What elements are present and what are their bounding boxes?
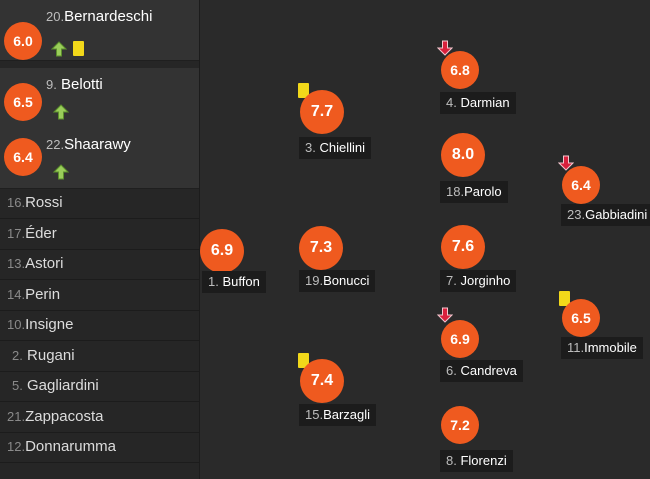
bench-player[interactable]: 12.Donnarumma <box>0 432 199 463</box>
bench-player[interactable]: 17.Éder <box>0 219 199 250</box>
bench-player[interactable]: 10.Insigne <box>0 310 199 341</box>
player-label: 19.Bonucci <box>299 270 376 292</box>
player-name: 9. Belotti <box>46 76 103 93</box>
rating-badge: 6.4 <box>4 138 42 176</box>
player-label: 3. Chiellini <box>299 137 371 159</box>
rating-badge: 7.2 <box>441 406 479 444</box>
sub-out-arrow-icon <box>437 40 453 56</box>
rating-badge: 8.0 <box>441 133 485 177</box>
rating-badge: 6.8 <box>441 51 479 89</box>
sub-out-arrow-icon <box>437 307 453 323</box>
yellow-card-icon <box>298 353 309 368</box>
rating-badge: 6.5 <box>4 83 42 121</box>
player-label: 18.Parolo <box>440 181 508 203</box>
rating-badge: 7.4 <box>300 359 344 403</box>
yellow-card-icon <box>298 83 309 98</box>
rating-badge: 6.4 <box>562 166 600 204</box>
player-label: 11.Immobile <box>561 337 643 359</box>
sub-out-arrow-icon <box>558 155 574 171</box>
bench-player[interactable]: 21.Zappacosta <box>0 402 199 433</box>
bench-player[interactable]: 13.Astori <box>0 249 199 280</box>
player-label: 8. Florenzi <box>440 450 513 472</box>
bench-player[interactable]: 2. Rugani <box>0 341 199 372</box>
substitute-row[interactable]: 6.5 9. Belotti <box>0 68 199 129</box>
rating-badge: 7.3 <box>299 226 343 270</box>
sub-in-arrow-icon <box>53 164 69 180</box>
player-label: 7. Jorginho <box>440 270 517 292</box>
sub-in-arrow-icon <box>51 41 67 57</box>
player-label: 6. Candreva <box>440 360 523 382</box>
player-label: 4. Darmian <box>440 92 516 114</box>
player-label: 23.Gabbiadini <box>561 204 650 226</box>
rating-badge: 6.9 <box>200 229 244 273</box>
bench-player[interactable]: 5. Gagliardini <box>0 371 199 402</box>
substitute-row[interactable]: 6.4 22.Shaarawy <box>0 128 199 189</box>
player-label: 1. Buffon <box>202 271 266 293</box>
player-label: 15.Barzagli <box>299 404 377 426</box>
bench-player[interactable]: 14.Perin <box>0 280 199 311</box>
rating-badge: 6.5 <box>562 299 600 337</box>
sub-in-arrow-icon <box>53 104 69 120</box>
player-name: 20.Bernardeschi <box>46 8 153 25</box>
rating-badge: 7.6 <box>441 225 485 269</box>
yellow-card-icon <box>73 41 84 56</box>
rating-badge: 6.9 <box>441 320 479 358</box>
substitute-row[interactable]: 6.0 20.Bernardeschi <box>0 0 199 61</box>
bench-player[interactable]: 16.Rossi <box>0 188 199 219</box>
rating-badge: 7.7 <box>300 90 344 134</box>
yellow-card-icon <box>559 291 570 306</box>
rating-badge: 6.0 <box>4 22 42 60</box>
bench-panel: 6.0 20.Bernardeschi 6.5 9. Belotti 6.4 2… <box>0 0 200 479</box>
player-name: 22.Shaarawy <box>46 136 131 153</box>
